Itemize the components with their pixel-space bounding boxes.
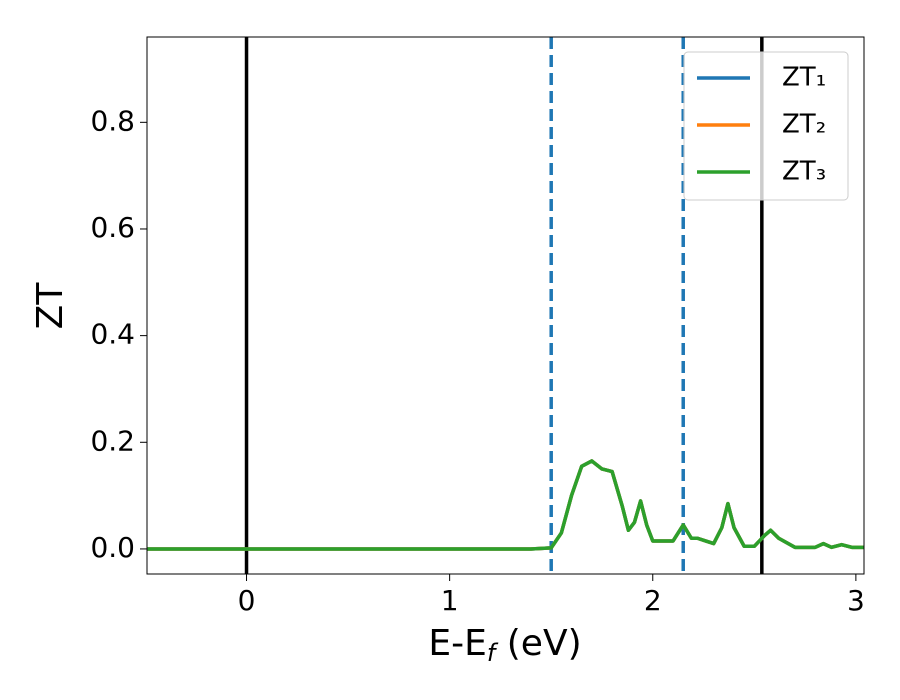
series-line — [147, 459, 864, 551]
x-label-part: (eV) — [495, 623, 581, 664]
series-line — [147, 459, 864, 551]
plot-frame — [146, 36, 865, 575]
legend-label: ZT₁ — [782, 63, 826, 93]
y-axis-label: ZT — [30, 282, 71, 330]
y-tick-label: 0.6 — [90, 211, 135, 244]
y-tick-label: 0.0 — [90, 531, 135, 564]
x-tick-label: 2 — [644, 584, 662, 617]
x-tick-label: 3 — [847, 584, 865, 617]
y-tick-label: 0.8 — [90, 104, 135, 137]
x-tick-label: 1 — [441, 584, 459, 617]
legend: ZT₁ ZT₂ ZT₃ — [683, 51, 849, 201]
legend-label: ZT₃ — [782, 157, 826, 187]
legend-box — [683, 51, 849, 201]
y-tick-label: 0.2 — [90, 424, 135, 457]
x-label-part: E-E — [428, 623, 486, 664]
series-line — [147, 459, 864, 551]
y-tick-label: 0.4 — [90, 318, 135, 351]
x-tick-label: 0 — [238, 584, 256, 617]
legend-label: ZT₂ — [782, 110, 826, 140]
x-axis-label: E-Ef (eV) — [428, 623, 581, 667]
